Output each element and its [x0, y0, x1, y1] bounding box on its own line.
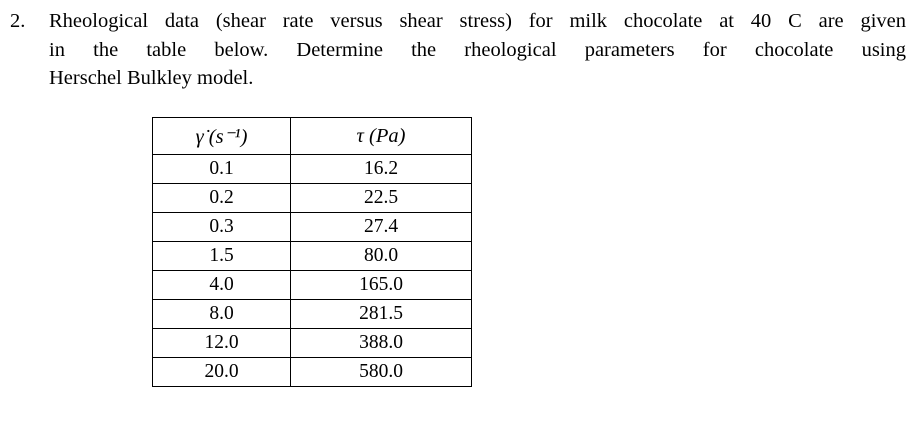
cell-shear-stress: 165.0 — [290, 270, 472, 300]
table-row: 0.3 27.4 — [152, 212, 472, 242]
cell-shear-rate: 8.0 — [152, 299, 291, 329]
cell-shear-rate: 4.0 — [152, 270, 291, 300]
table-row: 0.2 22.5 — [152, 183, 472, 213]
problem-text-line-1: Rheological data (shear rate versus shea… — [49, 10, 906, 32]
cell-shear-rate: 0.2 — [152, 183, 291, 213]
problem-text: Rheological data (shear rate versus shea… — [49, 7, 906, 93]
table-header-shear-stress: τ (Pa) — [290, 117, 472, 155]
cell-shear-rate: 12.0 — [152, 328, 291, 358]
problem-number: 2. — [10, 10, 26, 32]
table-row: 8.0 281.5 — [152, 299, 472, 329]
table-row: 0.1 16.2 — [152, 154, 472, 184]
table-header-row: γ̇ (s⁻¹) τ (Pa) — [152, 117, 472, 155]
table-row: 12.0 388.0 — [152, 328, 472, 358]
cell-shear-stress: 281.5 — [290, 299, 472, 329]
cell-shear-rate: 20.0 — [152, 357, 291, 387]
table-row: 4.0 165.0 — [152, 270, 472, 300]
cell-shear-stress: 388.0 — [290, 328, 472, 358]
table-row: 1.5 80.0 — [152, 241, 472, 271]
problem-text-line-2: in the table below. Determine the rheolo… — [49, 38, 906, 61]
cell-shear-stress: 22.5 — [290, 183, 472, 213]
rheology-data-table: γ̇ (s⁻¹) τ (Pa) 0.1 16.2 0.2 22.5 0.3 27… — [152, 117, 472, 387]
rheology-table-container: γ̇ (s⁻¹) τ (Pa) 0.1 16.2 0.2 22.5 0.3 27… — [152, 117, 472, 387]
table-row: 20.0 580.0 — [152, 357, 472, 387]
cell-shear-stress: 580.0 — [290, 357, 472, 387]
problem-text-line-3: Herschel Bulkley model. — [49, 67, 254, 90]
cell-shear-stress: 27.4 — [290, 212, 472, 242]
cell-shear-rate: 1.5 — [152, 241, 291, 271]
cell-shear-stress: 16.2 — [290, 154, 472, 184]
table-header-shear-rate: γ̇ (s⁻¹) — [152, 117, 291, 155]
cell-shear-stress: 80.0 — [290, 241, 472, 271]
problem-statement: 2. Rheological data (shear rate versus s… — [0, 0, 916, 93]
cell-shear-rate: 0.3 — [152, 212, 291, 242]
cell-shear-rate: 0.1 — [152, 154, 291, 184]
